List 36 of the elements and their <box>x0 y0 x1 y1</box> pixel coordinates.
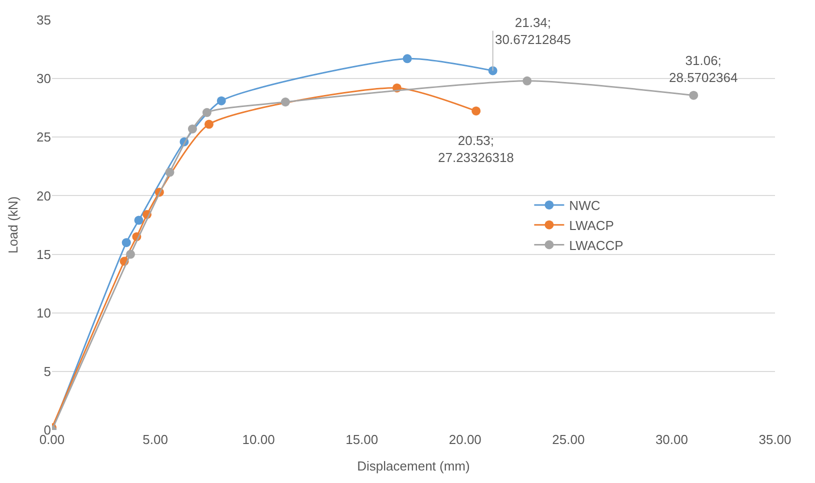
legend-label: LWACCP <box>569 238 624 253</box>
point <box>402 54 412 64</box>
x-tick-label: 15.00 <box>346 432 378 447</box>
point <box>204 120 214 129</box>
point <box>689 90 698 100</box>
x-tick-label: 30.00 <box>655 432 688 447</box>
y-tick-label: 35 <box>36 12 51 28</box>
legend-label: NWC <box>569 198 600 214</box>
point <box>126 250 135 259</box>
annotation: 20.53; 27.23326318 <box>438 133 514 165</box>
y-tick-label: 30 <box>36 71 51 86</box>
point <box>488 66 498 76</box>
y-axis-title: Load (kN) <box>5 196 20 254</box>
y-tick-label: 15 <box>36 246 51 262</box>
annotation: 21.34; 30.67212845 <box>495 15 571 47</box>
x-tick-label: 20.00 <box>448 432 482 447</box>
x-tick-label: 25.00 <box>552 432 585 447</box>
point <box>280 98 290 106</box>
annotation: 31.06; 28.5702364 <box>669 53 738 85</box>
point <box>216 96 226 106</box>
y-tick-label: 20 <box>36 188 51 204</box>
point <box>122 238 131 248</box>
y-tick-label: 10 <box>36 305 51 320</box>
x-tick-label: 5.00 <box>142 432 168 447</box>
point <box>202 108 212 118</box>
point <box>188 124 197 134</box>
y-tick-label: 5 <box>44 364 51 379</box>
point <box>472 106 481 116</box>
point <box>522 76 532 86</box>
x-tick-label: 35.00 <box>758 432 792 447</box>
point <box>134 216 144 225</box>
point <box>165 168 174 177</box>
x-axis-title: Displacement (mm) <box>357 458 470 474</box>
x-tick-label: 10.00 <box>242 432 275 447</box>
y-tick-label: 25 <box>36 130 51 145</box>
legend-label: LWACP <box>569 218 614 233</box>
